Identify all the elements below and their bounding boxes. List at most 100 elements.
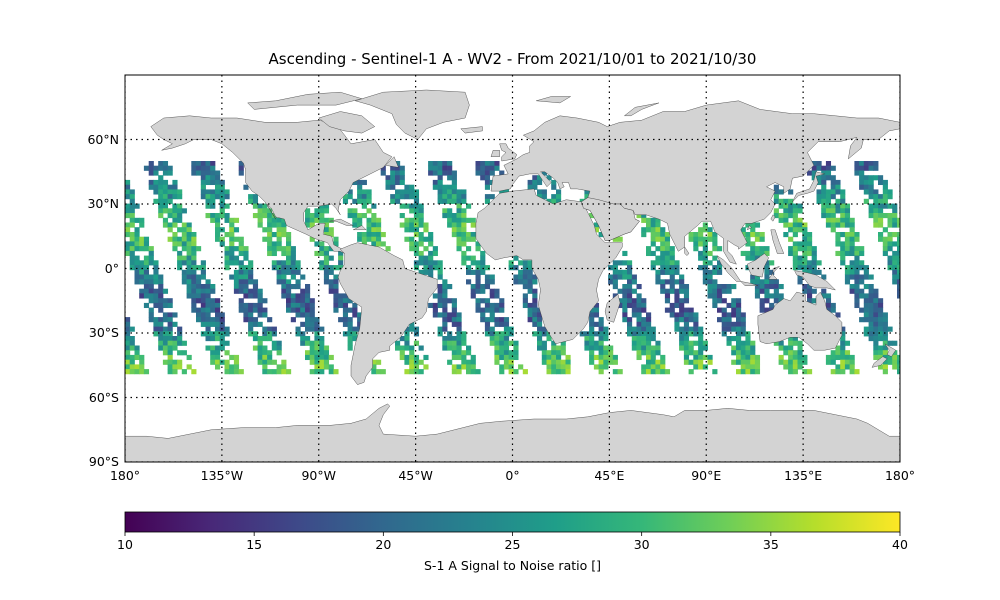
snr-cell (286, 250, 292, 257)
snr-cell (347, 208, 353, 214)
snr-cell (854, 265, 860, 271)
snr-cell (428, 269, 434, 275)
snr-cell (447, 222, 453, 228)
snr-cell (660, 354, 666, 361)
snr-cell (319, 364, 325, 370)
snr-cell (698, 265, 704, 271)
snr-cell (527, 307, 533, 313)
snr-cell (859, 161, 865, 167)
snr-cell (475, 269, 481, 275)
snr-cell (873, 326, 879, 332)
snr-cell (541, 170, 547, 176)
snr-cell (238, 298, 244, 304)
snr-cell (470, 284, 476, 290)
snr-cell (129, 246, 135, 252)
snr-cell (309, 340, 315, 346)
snr-cell (508, 260, 514, 266)
snr-cell (584, 331, 590, 337)
snr-cell (162, 179, 169, 186)
snr-cell (641, 345, 647, 351)
snr-cell (683, 331, 690, 337)
snr-cell (267, 213, 273, 219)
snr-cell (191, 298, 197, 304)
snr-cell (745, 336, 751, 342)
snr-cell (556, 194, 562, 200)
snr-cell (243, 293, 249, 299)
snr-cell (352, 302, 358, 309)
snr-cell (158, 340, 164, 346)
snr-cell (418, 359, 424, 365)
snr-cell (551, 350, 557, 356)
snr-cell (158, 194, 164, 200)
snr-cell (802, 250, 808, 257)
snr-cell (792, 354, 798, 361)
snr-cell (409, 364, 415, 370)
snr-cell (342, 194, 349, 200)
snr-cell (238, 246, 244, 252)
snr-cell (783, 364, 789, 370)
snr-cell (162, 317, 169, 323)
snr-cell (598, 369, 604, 375)
snr-cell (281, 293, 287, 299)
snr-cell (702, 222, 708, 228)
snr-cell (679, 298, 685, 304)
snr-cell (162, 331, 169, 337)
snr-cell (328, 279, 334, 285)
snr-cell (158, 331, 164, 337)
snr-cell (721, 321, 727, 327)
snr-cell (158, 213, 164, 219)
snr-cell (262, 227, 268, 233)
snr-cell (437, 269, 443, 275)
snr-cell (134, 260, 140, 266)
snr-cell (300, 298, 306, 304)
snr-cell (792, 359, 798, 365)
snr-cell (849, 288, 855, 294)
snr-cell (475, 307, 481, 313)
snr-cell (319, 241, 325, 247)
snr-cell (186, 354, 192, 361)
snr-cell (717, 246, 723, 252)
snr-cell (494, 340, 500, 346)
snr-cell (873, 161, 879, 167)
snr-cell (172, 312, 178, 318)
snr-cell (267, 369, 273, 375)
snr-cell (494, 350, 500, 356)
snr-cell (357, 317, 363, 323)
snr-cell (442, 170, 448, 176)
snr-cell (664, 246, 671, 252)
snr-cell (603, 364, 609, 370)
snr-cell (148, 317, 154, 323)
snr-cell (167, 326, 173, 332)
snr-cell (319, 369, 325, 375)
snr-cell (897, 369, 900, 375)
snr-cell (466, 279, 472, 285)
snr-cell (177, 265, 183, 271)
snr-cell (437, 288, 443, 294)
snr-cell (646, 222, 652, 228)
snr-cell (352, 213, 358, 219)
snr-cell (409, 208, 415, 214)
snr-cell (432, 302, 438, 309)
snr-cell (503, 321, 510, 327)
snr-cell (357, 232, 363, 238)
snr-cell (125, 250, 131, 257)
snr-cell (844, 208, 851, 214)
snr-cell (859, 265, 865, 271)
snr-cell (584, 189, 590, 195)
snr-cell (366, 232, 372, 238)
snr-cell (229, 241, 235, 247)
snr-cell (494, 293, 500, 299)
snr-cell (333, 279, 339, 285)
snr-cell (172, 340, 178, 346)
snr-cell (162, 222, 169, 228)
snr-cell (167, 298, 173, 304)
snr-cell (276, 340, 282, 346)
snr-cell (759, 307, 765, 313)
snr-cell (399, 203, 405, 209)
lon-tick-label: 135°E (784, 468, 823, 483)
snr-cell (153, 321, 159, 327)
snr-cell (428, 165, 434, 171)
snr-cell (797, 274, 803, 280)
snr-cell (754, 279, 761, 285)
snr-cell (461, 232, 467, 238)
